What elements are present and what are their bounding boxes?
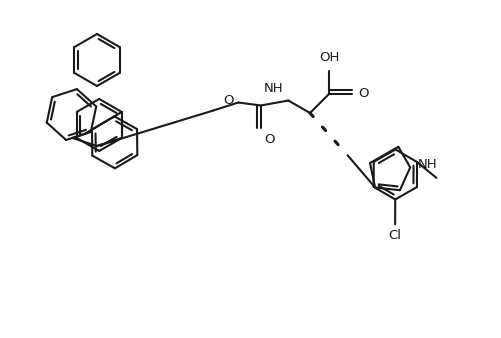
- Text: O: O: [358, 87, 368, 100]
- Text: Cl: Cl: [389, 230, 402, 242]
- Text: O: O: [223, 94, 233, 107]
- Text: OH: OH: [319, 51, 340, 64]
- Text: O: O: [264, 133, 275, 146]
- Text: NH: NH: [264, 82, 284, 96]
- Text: NH: NH: [418, 158, 438, 171]
